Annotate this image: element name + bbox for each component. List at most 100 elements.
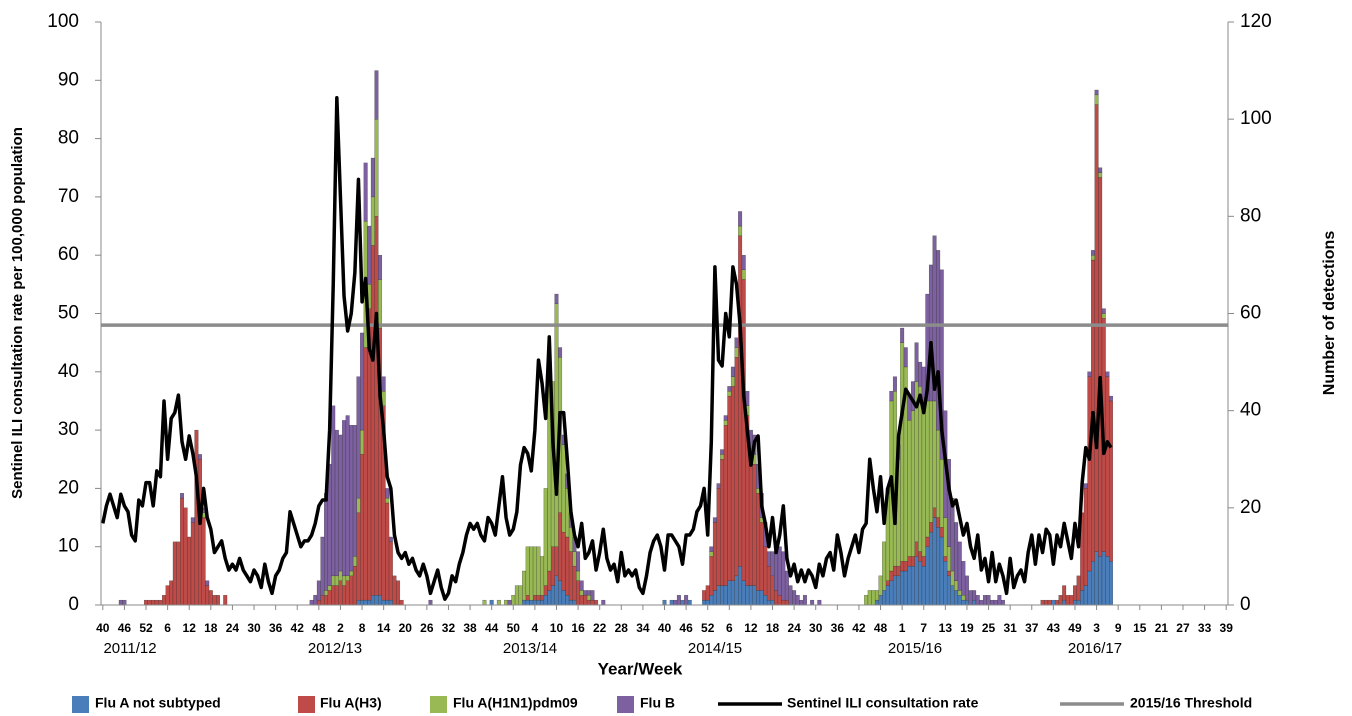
bar-segment: [370, 157, 375, 198]
bar-segment: [781, 551, 786, 601]
bar-segment: [334, 429, 339, 577]
x-tick-label: 25: [982, 621, 996, 635]
bar-segment: [939, 269, 944, 460]
bar-segment: [1076, 599, 1081, 606]
bar-segment: [363, 347, 368, 601]
bar-segment: [540, 595, 545, 601]
x-tick-label: 13: [939, 621, 953, 635]
bar-segment: [914, 541, 919, 557]
bar-segment: [586, 590, 591, 596]
bar-segment: [576, 570, 581, 581]
bar-segment: [720, 454, 725, 460]
x-tick-label: 50: [507, 621, 521, 635]
bar-segment: [741, 269, 746, 280]
bar-segment: [367, 599, 372, 606]
bar-segment: [950, 570, 955, 586]
bar-segment: [1065, 595, 1070, 606]
x-axis-title: Year/Week: [598, 659, 683, 678]
bar-segment: [540, 556, 545, 596]
bar-segment: [1105, 376, 1110, 557]
bar-segment: [910, 565, 915, 606]
bar-segment: [727, 395, 732, 581]
x-tick-label: 27: [1176, 621, 1190, 635]
season-label: 2012/13: [308, 640, 362, 657]
bar-segment: [712, 522, 717, 591]
bar-segment: [734, 337, 739, 348]
x-tick-label: 28: [615, 621, 629, 635]
bar-segment: [802, 595, 807, 606]
bar-segment: [590, 599, 595, 606]
bar-segment: [892, 376, 897, 392]
bar-segment: [734, 575, 739, 606]
bar-segment: [144, 599, 148, 606]
season-label: 2011/12: [103, 640, 156, 657]
bar-segment: [342, 585, 347, 606]
x-tick-label: 38: [463, 621, 477, 635]
bar-segment: [975, 595, 980, 606]
bar-segment: [1072, 599, 1077, 606]
x-tick-label: 6: [164, 621, 171, 635]
bar-segment: [943, 561, 948, 606]
bar-segment: [1098, 177, 1103, 557]
bar-segment: [889, 580, 894, 606]
bar-segment: [514, 585, 519, 606]
bar-segment: [766, 565, 771, 601]
bar-segment: [565, 536, 570, 596]
y-tick-label: 90: [58, 69, 79, 90]
bar-segment: [385, 497, 390, 504]
bar-segment: [759, 522, 764, 591]
bar-segment: [756, 590, 761, 606]
bar-segment: [763, 546, 768, 596]
bar-segment: [154, 599, 159, 606]
bar-segment: [324, 595, 329, 606]
y-tick-label: 100: [47, 11, 79, 32]
bar-segment: [810, 599, 815, 606]
y-tick-label: 70: [58, 186, 79, 207]
y-tick-label: 20: [58, 477, 79, 498]
bar-segment: [748, 585, 753, 606]
bar-segment: [921, 410, 926, 557]
bar-segment: [878, 595, 883, 606]
bar-segment: [928, 531, 933, 606]
bar-segment: [946, 570, 951, 577]
bar-segment: [1098, 172, 1103, 178]
bar-segment: [957, 590, 962, 596]
x-tick-label: 12: [744, 621, 758, 635]
bar-segment: [954, 522, 959, 581]
bar-segment: [874, 590, 879, 601]
bar-segment: [705, 585, 710, 601]
bar-segment: [525, 546, 530, 596]
bar-segment: [738, 565, 743, 606]
bar-segment: [316, 599, 321, 606]
bar-segment: [781, 599, 786, 606]
bar-segment: [352, 425, 357, 557]
bar-segment: [590, 590, 595, 601]
bar-segment: [360, 454, 365, 601]
bar-segment: [554, 575, 559, 606]
x-tick-label: 42: [852, 621, 866, 635]
bar-segment: [720, 449, 725, 455]
bar-segment: [1094, 551, 1099, 606]
bar-segment: [882, 541, 887, 591]
bar-segment: [1083, 585, 1088, 606]
bar-segment: [748, 459, 753, 586]
bar-segment: [756, 493, 761, 591]
bar-segment: [946, 546, 951, 572]
bar-segment: [1109, 395, 1113, 402]
bar-segment: [712, 590, 717, 606]
bar-segment: [1051, 599, 1056, 606]
bar-segment: [216, 595, 220, 606]
bar-segment: [388, 536, 393, 543]
bar-segment: [1098, 167, 1103, 173]
bar-segment: [543, 595, 548, 606]
bar-segment: [723, 425, 728, 586]
y2-tick-label: 60: [1240, 303, 1261, 324]
bar-segment: [338, 580, 343, 606]
bar-segment: [784, 599, 789, 606]
season-label: 2015/16: [888, 640, 942, 657]
bar-segment: [349, 425, 354, 572]
x-tick-label: 30: [247, 621, 261, 635]
bar-segment: [730, 376, 735, 387]
x-tick-label: 15: [1133, 621, 1147, 635]
bar-segment: [360, 429, 365, 455]
